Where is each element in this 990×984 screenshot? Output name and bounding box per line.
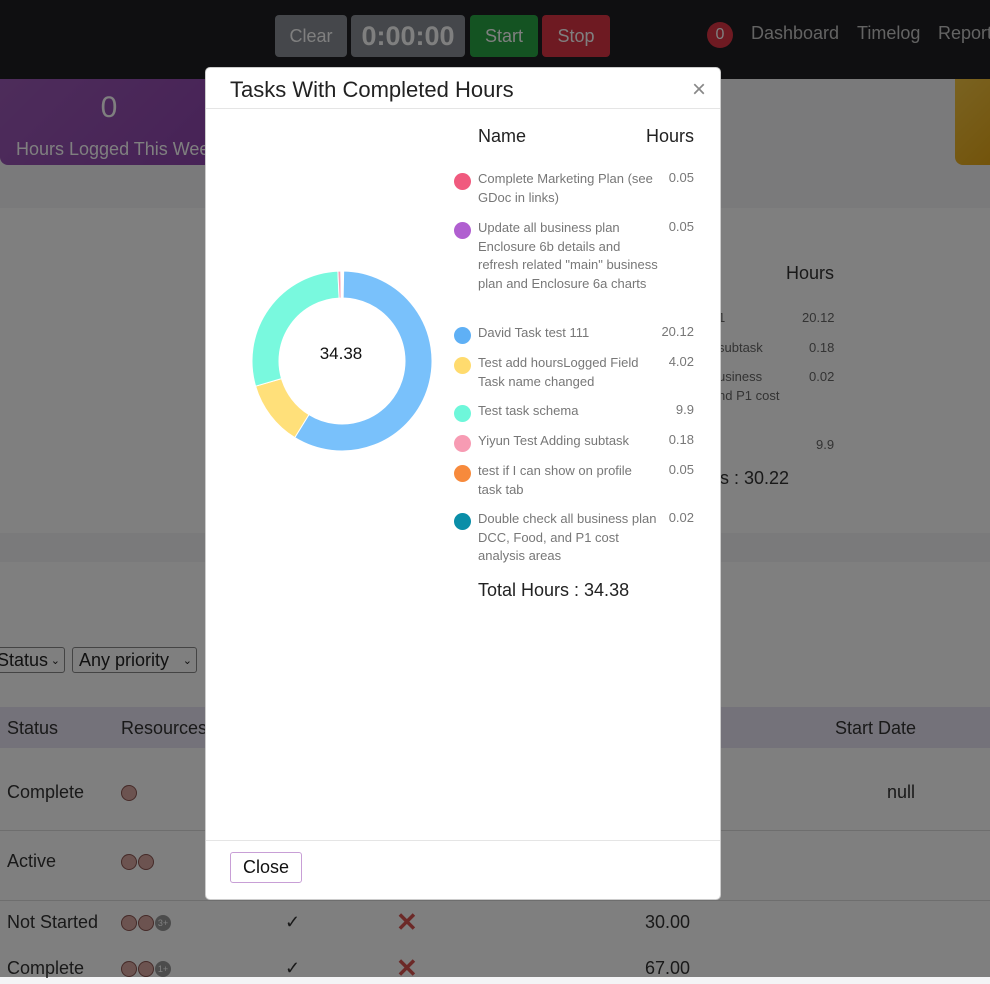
legend-task-hours: 9.9 [642, 402, 694, 417]
modal-header-divider [206, 108, 720, 109]
legend-task-hours: 0.18 [642, 432, 694, 447]
modal-title: Tasks With Completed Hours [230, 77, 514, 103]
legend-task-hours: 0.05 [642, 170, 694, 185]
legend-header-hours: Hours [646, 126, 694, 147]
modal-footer-divider [206, 840, 720, 841]
legend-task-hours: 0.05 [642, 462, 694, 477]
legend-header-name: Name [478, 126, 526, 147]
completed-hours-modal: Tasks With Completed Hours × 34.38 Name … [205, 67, 721, 900]
legend-color-dot [454, 327, 471, 344]
donut-center-total: 34.38 [291, 344, 391, 364]
legend-task-name: Update all business plan Enclosure 6b de… [478, 219, 658, 294]
modal-total-hours: Total Hours : 34.38 [478, 580, 629, 601]
legend-task-name: Complete Marketing Plan (see GDoc in lin… [478, 170, 658, 207]
legend-task-name: Test task schema [478, 402, 658, 421]
legend-task-name: test if I can show on profile task tab [478, 462, 658, 499]
legend-task-hours: 0.05 [642, 219, 694, 234]
close-icon[interactable]: × [692, 76, 706, 104]
legend-color-dot [454, 405, 471, 422]
legend-task-name: Double check all business plan DCC, Food… [478, 510, 658, 566]
legend-task-name: Yiyun Test Adding subtask [478, 432, 658, 451]
legend-task-hours: 20.12 [642, 324, 694, 339]
legend-task-name: Test add hoursLogged Field Task name cha… [478, 354, 658, 391]
legend-color-dot [454, 513, 471, 530]
legend-task-name: David Task test 111 [478, 324, 658, 343]
legend-color-dot [454, 173, 471, 190]
donut-slice[interactable] [252, 271, 339, 386]
legend-color-dot [454, 357, 471, 374]
legend-color-dot [454, 465, 471, 482]
legend-color-dot [454, 222, 471, 239]
close-button[interactable]: Close [230, 852, 302, 883]
legend-task-hours: 0.02 [642, 510, 694, 525]
legend-color-dot [454, 435, 471, 452]
legend-task-hours: 4.02 [642, 354, 694, 369]
